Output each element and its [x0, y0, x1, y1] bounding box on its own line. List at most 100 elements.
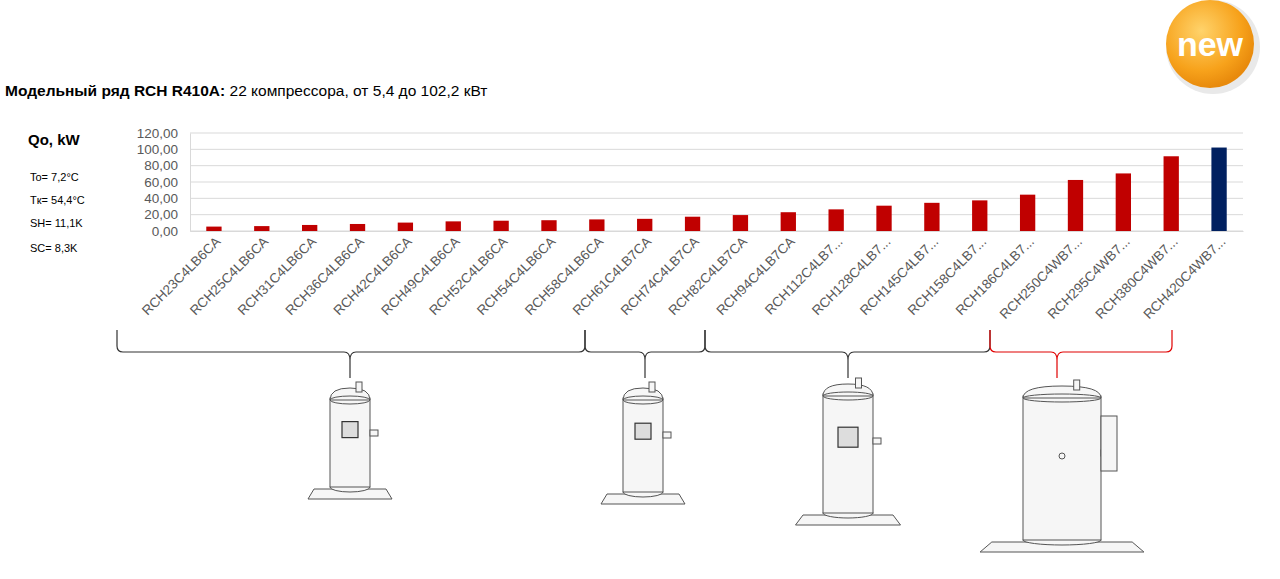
compressor-pipe	[370, 430, 378, 436]
x-tick-label: RCH49C4LB6CA	[378, 234, 462, 318]
x-tick: RCH49C4LB6CA	[378, 231, 462, 318]
bar	[1068, 180, 1083, 231]
x-tick: RCH94C4LB7CA	[713, 231, 797, 318]
x-tick: RCH52C4LB6CA	[426, 231, 510, 318]
compressor-dome	[823, 384, 873, 396]
x-tick-label: RCH58C4LB6CA	[522, 234, 606, 318]
bar	[350, 224, 365, 231]
x-tick-label: RCH54C4LB6CA	[474, 234, 558, 318]
x-tick-label: RCH380C4WB7...	[1093, 234, 1181, 322]
x-tick-label: RCH250C4WB7...	[997, 234, 1085, 322]
bar	[972, 200, 987, 231]
x-tick: RCH23C4LB6CA	[139, 231, 223, 318]
y-tick: 80,00	[144, 158, 190, 173]
compressor-dome	[623, 388, 663, 400]
grid-line	[190, 182, 1243, 183]
bar	[781, 212, 796, 231]
x-tick: RCH36C4LB6CA	[283, 231, 367, 318]
y-tick: 120,00	[137, 126, 190, 141]
x-tick-label: RCH42C4LB6CA	[330, 234, 414, 318]
grid-line	[190, 149, 1243, 150]
x-tick: RCH61C4LB7CA	[570, 231, 654, 318]
compressor-body	[623, 398, 663, 492]
x-tick-label: RCH52C4LB6CA	[426, 234, 510, 318]
compressor-pipe	[356, 382, 362, 392]
chart: Модельный ряд RCH R410A: 22 компрессора,…	[0, 0, 1280, 579]
x-tick-label: RCH186C4LB7...	[953, 234, 1037, 318]
bar	[302, 225, 317, 231]
y-tick-label: 40,00	[144, 191, 178, 206]
bar	[1020, 195, 1035, 231]
y-tick: 20,00	[144, 207, 190, 222]
badge	[1166, 0, 1254, 88]
y-tick-label: 120,00	[137, 126, 178, 141]
x-tick-label: RCH36C4LB6CA	[283, 234, 367, 318]
compressor-seam	[823, 392, 873, 400]
compressor-pipe	[1074, 380, 1080, 390]
x-axis-line	[191, 231, 1244, 232]
x-tick: RCH128C4LB7...	[809, 231, 893, 318]
x-tick: RCH186C4LB7...	[953, 231, 1037, 318]
bars	[206, 148, 1226, 231]
x-tick-label: RCH23C4LB6CA	[139, 234, 223, 318]
y-axis-line	[190, 134, 191, 232]
background	[0, 0, 1280, 579]
group-bracket	[990, 330, 1172, 378]
bar	[1164, 156, 1179, 231]
grid-line	[190, 214, 1243, 215]
x-tick-label: RCH82C4LB7CA	[666, 234, 750, 318]
grid-line	[190, 133, 1243, 134]
compressor-seam	[623, 396, 663, 404]
y-tick-label: 20,00	[144, 207, 178, 222]
compressor-body	[823, 394, 873, 513]
group-bracket	[585, 330, 705, 378]
condition-note: To= 7,2°C	[30, 171, 79, 183]
bar	[1116, 173, 1131, 231]
condition-note: Tк= 54,4°C	[30, 194, 85, 206]
compressor-pipe	[663, 432, 671, 438]
group-bracket	[705, 330, 990, 378]
condition-note: SC= 8,3K	[30, 242, 78, 254]
bar	[1211, 148, 1226, 231]
bar	[637, 219, 652, 231]
compressor-dome	[330, 388, 370, 400]
y-axis: 0,0020,0040,0060,0080,00100,00120,00	[137, 126, 191, 239]
bar	[876, 206, 891, 231]
compressor-pipe	[856, 378, 862, 388]
compressor-terminal-box	[1101, 416, 1117, 471]
grid	[190, 133, 1243, 231]
compressor-body	[1023, 396, 1101, 540]
x-tick: RCH58C4LB6CA	[522, 231, 606, 318]
x-tick-label: RCH112C4LB7...	[762, 234, 846, 318]
x-tick: RCH42C4LB6CA	[330, 231, 414, 318]
compressor-terminal-box	[838, 427, 858, 447]
x-tick-label: RCH25C4LB6CA	[187, 234, 271, 318]
compressor-terminal-box	[635, 423, 651, 439]
compressor-seam	[1023, 394, 1101, 402]
bar	[589, 219, 604, 231]
badge-label: new	[1177, 25, 1244, 63]
x-tick: RCH54C4LB6CA	[474, 231, 558, 318]
compressor-seam	[330, 396, 370, 404]
y-tick-label: 80,00	[144, 158, 178, 173]
x-tick-label: RCH31C4LB6CA	[235, 234, 319, 318]
x-tick: RCH145C4LB7...	[857, 231, 941, 318]
compressor-pipe	[873, 438, 881, 444]
compressor-port	[1059, 453, 1065, 459]
y-axis-title: Qo, kW	[28, 131, 81, 148]
grid-line	[190, 231, 1243, 232]
x-tick-label: RCH420C4WB7...	[1140, 234, 1228, 322]
x-axis: RCH23C4LB6CARCH25C4LB6CARCH31C4LB6CARCH3…	[139, 231, 1243, 322]
bar	[924, 203, 939, 231]
compressor-terminal-box	[342, 422, 358, 438]
grid-line	[190, 165, 1243, 166]
x-tick-label: RCH128C4LB7...	[809, 234, 893, 318]
x-tick-label: RCH158C4LB7...	[905, 234, 989, 318]
bar	[733, 215, 748, 231]
x-tick: RCH380C4WB7...	[1093, 231, 1181, 322]
y-tick: 0,00	[152, 224, 190, 239]
compressor-pipe	[649, 382, 655, 392]
x-tick: RCH31C4LB6CA	[235, 231, 319, 318]
bar	[493, 221, 508, 231]
x-tick-label: RCH94C4LB7CA	[713, 234, 797, 318]
